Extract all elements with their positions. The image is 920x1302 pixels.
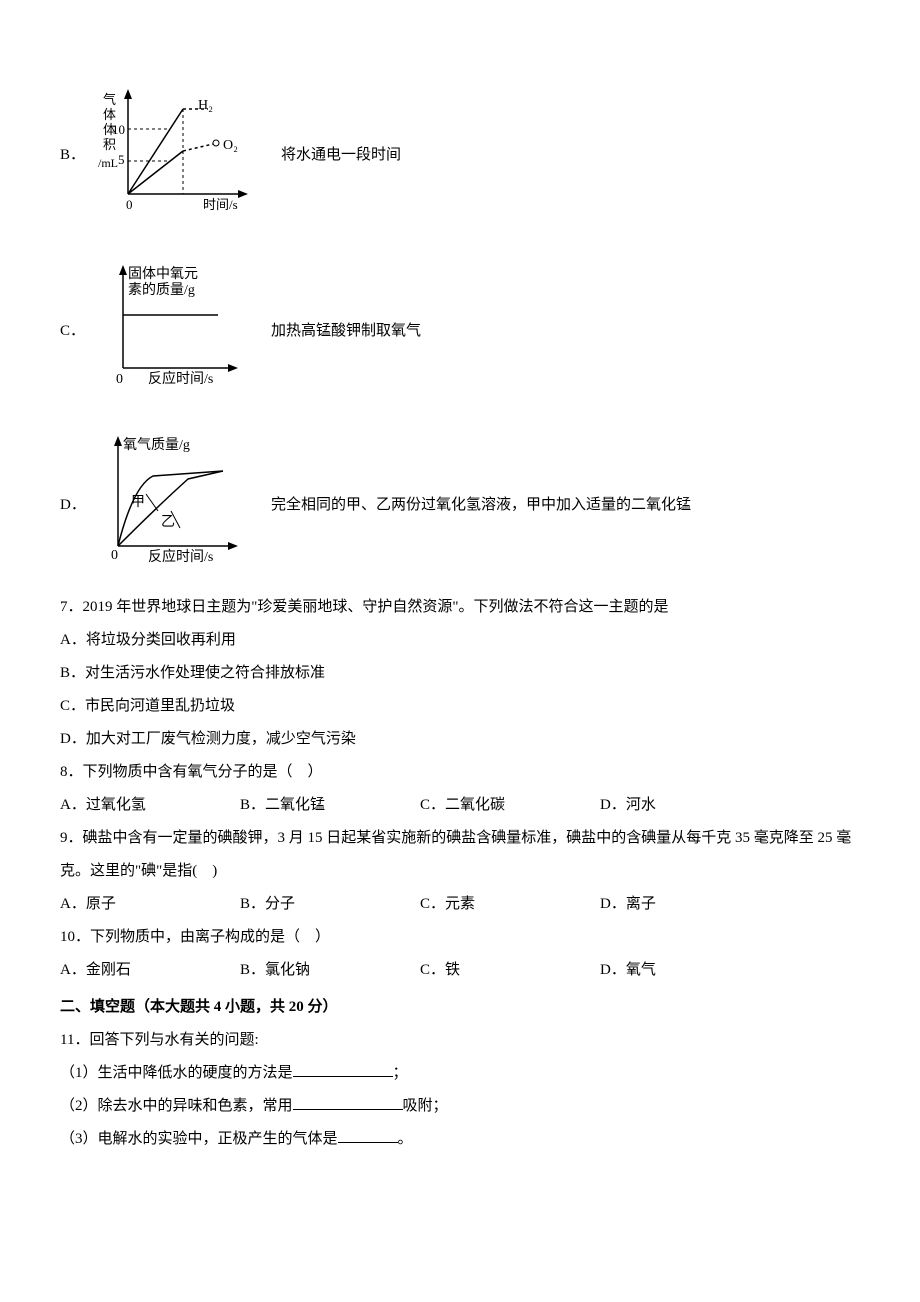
q11-sub2-after: 吸附；: [403, 1098, 448, 1114]
origin: 0: [126, 197, 133, 212]
graph-b: 气 体 体 积 /mL 10 5 0 时间/s H₂ O₂: [98, 79, 258, 232]
origin: 0: [116, 372, 123, 387]
o2-label: O₂: [223, 138, 238, 153]
q8-optC: C．二氧化碳: [420, 789, 600, 822]
blank-3[interactable]: [338, 1125, 398, 1143]
svg-text:体: 体: [103, 107, 116, 122]
option-b-label: B．: [60, 139, 90, 172]
q11-sub2-before: （2）除去水中的异味和色素，常用: [60, 1098, 293, 1114]
q9-options: A．原子 B．分子 C．元素 D．离子: [60, 888, 860, 921]
q8-optB: B．二氧化锰: [240, 789, 420, 822]
x-axis-label: 反应时间/s: [148, 370, 213, 387]
yi-label: 乙: [161, 514, 175, 530]
q10-stem: 10．下列物质中，由离子构成的是（ ）: [60, 921, 860, 954]
option-d-caption: 完全相同的甲、乙两份过氧化氢溶液，甲中加入适量的二氧化锰: [271, 489, 691, 522]
q10-optA: A．金刚石: [60, 954, 240, 987]
q9-optD: D．离子: [600, 888, 780, 921]
ytick-10: 10: [112, 122, 125, 137]
q7-optA: A．将垃圾分类回收再利用: [60, 624, 860, 657]
q11-sub1: （1）生活中降低水的硬度的方法是 ；: [60, 1057, 860, 1090]
q8-stem: 8．下列物质中含有氧气分子的是（ ）: [60, 756, 860, 789]
blank-1[interactable]: [293, 1059, 393, 1077]
y-axis-l1: 固体中氧元: [128, 266, 198, 282]
q10-optB: B．氯化钠: [240, 954, 420, 987]
q10-options: A．金刚石 B．氯化钠 C．铁 D．氧气: [60, 954, 860, 987]
q11-sub1-before: （1）生活中降低水的硬度的方法是: [60, 1065, 293, 1081]
y-axis-char1: 气: [103, 92, 116, 107]
q11-sub3-after: 。: [398, 1131, 413, 1147]
q11-stem: 11．回答下列与水有关的问题:: [60, 1024, 860, 1057]
option-c-label: C．: [60, 315, 90, 348]
svg-text:积: 积: [103, 137, 116, 152]
q6-option-d: D． 氧气质量/g 0 反应时间/s 甲 乙 完全相同的甲、乙两份过氧化氢溶液，…: [60, 427, 860, 583]
graph-c: 固体中氧元 素的质量/g 0 反应时间/s: [98, 260, 248, 403]
q7-optC: C．市民向河道里乱扔垃圾: [60, 690, 860, 723]
q9-stem: 9．碘盐中含有一定量的碘酸钾，3 月 15 日起某省实施新的碘盐含碘量标准，碘盐…: [60, 822, 860, 888]
q6-option-b: B． 气 体 体 积 /mL 10 5 0 时间/s H₂ O₂: [60, 75, 860, 236]
q7-optD: D．加大对工厂废气检测力度，减少空气污染: [60, 723, 860, 756]
x-axis-label: 时间/s: [203, 197, 238, 212]
q9-optB: B．分子: [240, 888, 420, 921]
svg-text:/mL: /mL: [98, 156, 118, 170]
x-axis-label: 反应时间/s: [148, 548, 213, 565]
q11-sub3-before: （3）电解水的实验中，正极产生的气体是: [60, 1131, 338, 1147]
section2-header: 二、填空题（本大题共 4 小题，共 20 分）: [60, 991, 860, 1024]
q7-stem: 7．2019 年世界地球日主题为"珍爱美丽地球、守护自然资源"。下列做法不符合这…: [60, 591, 860, 624]
q6-option-c: C． 固体中氧元 素的质量/g 0 反应时间/s 加热高锰酸钾制取氧气: [60, 256, 860, 407]
option-c-caption: 加热高锰酸钾制取氧气: [271, 315, 421, 348]
option-d-label: D．: [60, 489, 90, 522]
q8-optA: A．过氧化氢: [60, 789, 240, 822]
h2-label: H₂: [198, 98, 213, 113]
ytick-5: 5: [118, 152, 125, 167]
q8-optD: D．河水: [600, 789, 780, 822]
blank-2[interactable]: [293, 1092, 403, 1110]
jia-label: 甲: [131, 495, 145, 510]
graph-d: 氧气质量/g 0 反应时间/s 甲 乙: [98, 431, 248, 579]
q9-optC: C．元素: [420, 888, 600, 921]
origin: 0: [111, 548, 118, 563]
y-axis-label: 氧气质量/g: [123, 437, 190, 453]
q9-optA: A．原子: [60, 888, 240, 921]
q7-optB: B．对生活污水作处理使之符合排放标准: [60, 657, 860, 690]
y-axis-l2: 素的质量/g: [128, 282, 195, 298]
option-b-caption: 将水通电一段时间: [281, 139, 401, 172]
q11-sub3: （3）电解水的实验中，正极产生的气体是 。: [60, 1123, 860, 1156]
q10-optC: C．铁: [420, 954, 600, 987]
q11-sub2: （2）除去水中的异味和色素，常用 吸附；: [60, 1090, 860, 1123]
q8-options: A．过氧化氢 B．二氧化锰 C．二氧化碳 D．河水: [60, 789, 860, 822]
q11-sub1-after: ；: [393, 1065, 408, 1081]
q10-optD: D．氧气: [600, 954, 780, 987]
